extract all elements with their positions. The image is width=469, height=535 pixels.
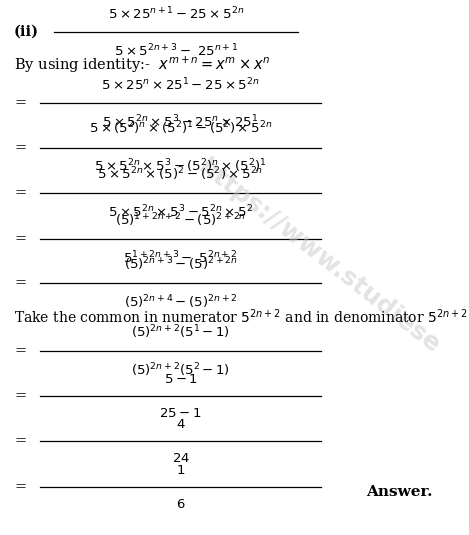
Text: $5 \times (5^2)^n \times (5^2)^1-(5^2) \times 5^{2n}$: $5 \times (5^2)^n \times (5^2)^1-(5^2) \… [89,120,272,137]
Text: $(5)^{2n+3} - (5)^{2+2n}$: $(5)^{2n+3} - (5)^{2+2n}$ [124,255,237,273]
Text: $(5)^{2n+4}-(5)^{2n+2}$: $(5)^{2n+4}-(5)^{2n+2}$ [124,293,237,311]
Text: $5 \times 5^{2n} \times 5^{3}-25^{n} \times 25^{1}$: $5 \times 5^{2n} \times 5^{3}-25^{n} \ti… [103,113,258,130]
Text: $24$: $24$ [172,452,189,464]
Text: =: = [14,276,26,290]
Text: $5 \times 5^{2n} \times (5)^2-(5^2) \times 5^{2n}$: $5 \times 5^{2n} \times (5)^2-(5^2) \tim… [98,165,264,183]
Text: $(5)^{1+2n+2} - (5)^{2+2n}$: $(5)^{1+2n+2} - (5)^{2+2n}$ [115,211,246,229]
Text: Take the common in numerator $5^{2n+2}$ and in denominator $5^{2n+2}$: Take the common in numerator $5^{2n+2}$ … [14,308,468,326]
Text: $4$: $4$ [176,418,185,431]
Text: $5 \times 25^{n} \times 25^{1}-25 \times 5^{2n}$: $5 \times 25^{n} \times 25^{1}-25 \times… [101,77,260,93]
Text: Answer.: Answer. [366,485,432,499]
Text: $1$: $1$ [176,464,185,477]
Text: =: = [14,345,26,358]
Text: (ii): (ii) [14,25,39,39]
Text: $5 \times 5^{2n+3}-\ 25^{n+1}$: $5 \times 5^{2n+3}-\ 25^{n+1}$ [113,42,238,59]
Text: =: = [14,96,26,110]
Text: =: = [14,434,26,448]
Text: $5 \times 5^{2n} \times 5^3-5^{2n} \times 5^2$: $5 \times 5^{2n} \times 5^3-5^{2n} \time… [108,203,253,220]
Text: $6$: $6$ [176,498,185,510]
Text: $(5)^{2n+2}(5^2-1)$: $(5)^{2n+2}(5^2-1)$ [131,362,230,379]
Text: =: = [14,186,26,200]
Text: =: = [14,232,26,246]
Text: $(5)^{2n+2}(5^1-1)$: $(5)^{2n+2}(5^1-1)$ [131,324,230,341]
Text: =: = [14,141,26,155]
Text: =: = [14,480,26,494]
Text: $5^{1+2n+3}-\ 5^{2n+2}$: $5^{1+2n+3}-\ 5^{2n+2}$ [123,249,238,266]
Text: $5 \times 5^{2n} \times 5^3-(5^2)^n \times (5^2)^1$: $5 \times 5^{2n} \times 5^3-(5^2)^n \tim… [94,158,267,175]
Text: =: = [14,389,26,403]
Text: $25-1$: $25-1$ [159,407,202,419]
Text: https://www.studiese: https://www.studiese [194,155,444,358]
Text: By using identity:-  $x^{m+n} = x^{m} \times x^{n}$: By using identity:- $x^{m+n} = x^{m} \ti… [14,55,271,75]
Text: $5 \times 25^{n+1}-25 \times 5^{2n}$: $5 \times 25^{n+1}-25 \times 5^{2n}$ [108,5,244,22]
Text: $5-1$: $5-1$ [164,373,197,386]
